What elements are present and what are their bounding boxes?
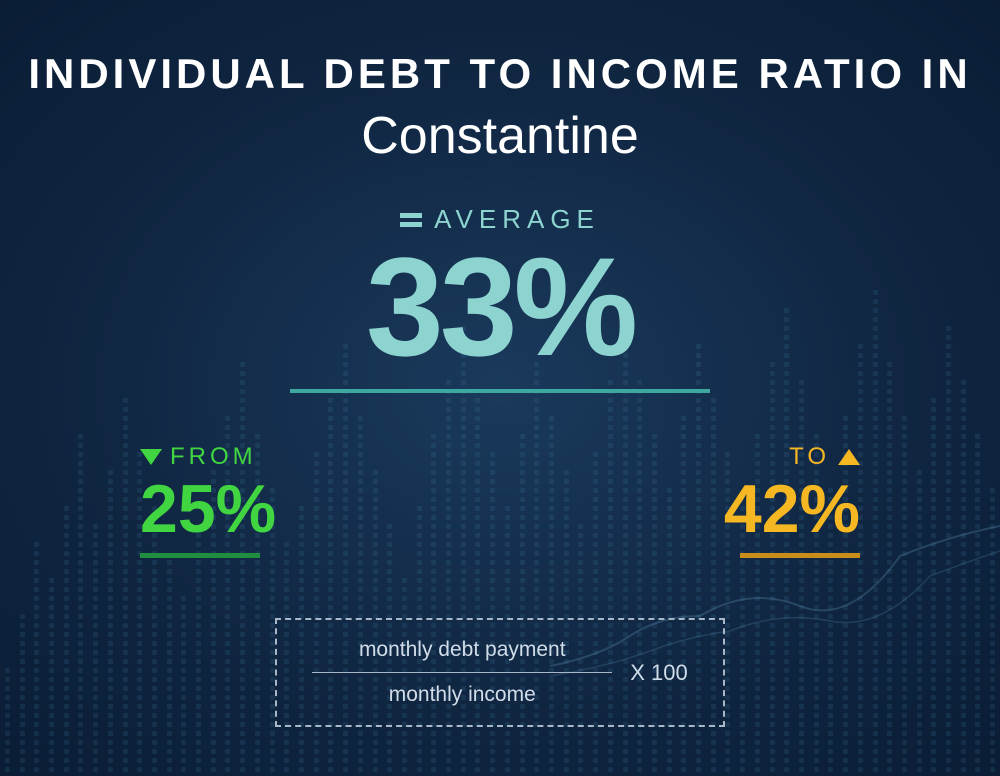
main-content: INDIVIDUAL DEBT TO INCOME RATIO IN Const… [0,0,1000,727]
fraction-line [312,672,612,673]
formula-fraction: monthly debt payment monthly income [312,638,612,707]
to-value: 42% [724,475,860,543]
equals-icon [400,213,422,227]
to-label-row: TO [724,443,860,471]
to-label: TO [789,443,830,471]
formula-box: monthly debt payment monthly income X 10… [275,618,725,727]
from-underline [140,553,260,558]
from-label-row: FROM [140,443,276,471]
average-underline [290,389,710,393]
formula-numerator: monthly debt payment [359,638,566,662]
from-value: 25% [140,475,276,543]
formula-multiplier: X 100 [630,660,688,686]
from-label: FROM [170,443,257,471]
title-line-2: Constantine [0,106,1000,166]
range-row: FROM 25% TO 42% [140,443,860,558]
triangle-up-icon [838,449,860,465]
average-section: AVERAGE 33% [290,204,710,393]
average-value: 33% [290,237,710,377]
to-underline [740,553,860,558]
formula-denominator: monthly income [389,683,536,707]
to-block: TO 42% [724,443,860,558]
triangle-down-icon [140,449,162,465]
title-line-1: INDIVIDUAL DEBT TO INCOME RATIO IN [0,50,1000,98]
from-block: FROM 25% [140,443,276,558]
